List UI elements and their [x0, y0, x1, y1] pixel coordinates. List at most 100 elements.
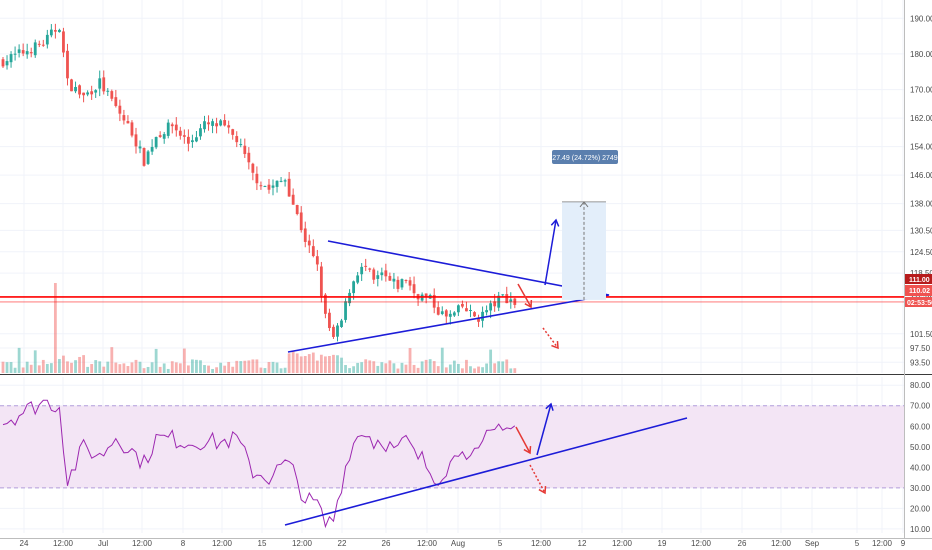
- candle-body: [259, 185, 263, 187]
- volume-bar: [203, 365, 206, 373]
- arrow-up-rsi-head: [545, 402, 554, 411]
- candle-body: [207, 122, 210, 125]
- candle-body: [243, 145, 247, 155]
- volume-bar: [25, 361, 29, 373]
- volume-bar: [279, 368, 283, 373]
- candle-body: [98, 78, 102, 89]
- volume-bar: [315, 360, 319, 373]
- volume-bar: [356, 362, 360, 373]
- volume-bar: [493, 363, 497, 373]
- candle-body: [235, 136, 239, 143]
- time-tick-label: 5: [855, 539, 860, 548]
- volume-bar: [332, 354, 335, 373]
- candle-body: [489, 303, 493, 311]
- candle-body: [70, 79, 73, 92]
- rsi-trendline: [284, 417, 688, 526]
- time-tick-label: 26: [382, 539, 391, 548]
- volume-bar: [247, 360, 251, 373]
- volume-bar: [263, 368, 267, 373]
- candle-body: [263, 186, 267, 188]
- candle-body: [481, 311, 484, 321]
- volume-bar: [223, 365, 227, 373]
- candle-body: [174, 124, 178, 131]
- time-tick-label: 8: [181, 539, 186, 548]
- volume-bar: [328, 356, 331, 373]
- candle-body: [114, 97, 118, 106]
- volume-bar: [146, 366, 150, 373]
- candles: [1, 23, 517, 342]
- volume-bar: [243, 360, 247, 373]
- price-axis[interactable]: 190.00 180.00 170.00 162.00 154.00 146.00 138.…: [910, 14, 932, 534]
- rsi-tick-label: 20.00: [910, 504, 931, 513]
- volume-bar: [295, 353, 299, 373]
- volume-bar: [251, 359, 255, 373]
- volume-bar: [461, 368, 464, 373]
- drawings[interactable]: 27.49 (24.72%) 2749: [0, 150, 904, 526]
- candle-body: [344, 301, 347, 320]
- candle-body: [336, 325, 339, 337]
- arrow-down-rsi-head: [523, 445, 532, 455]
- time-axis[interactable]: 24 12:00 Jul 12:00 8 12:00 15 12:00 22 26 12:00 Aug…: [20, 539, 906, 548]
- candle-body: [364, 265, 368, 267]
- volume-bar: [106, 361, 110, 373]
- price-tick-label: 154.00: [910, 143, 932, 152]
- volume-bar: [497, 361, 501, 373]
- volume-bar: [215, 367, 218, 373]
- volume-bar: [473, 368, 476, 373]
- candle-body: [9, 54, 13, 63]
- volume-bar: [456, 363, 460, 373]
- candle-body: [452, 312, 456, 316]
- time-tick-label: 26: [738, 539, 747, 548]
- volume-bar: [17, 347, 21, 373]
- candle-body: [158, 135, 162, 137]
- candle-body: [436, 307, 440, 315]
- candle-body: [328, 312, 331, 329]
- candle-body: [477, 317, 480, 322]
- price-tick-label: 93.50: [910, 358, 931, 367]
- candle-body: [13, 53, 17, 55]
- volume-bar: [400, 362, 404, 373]
- volume-bar: [392, 363, 396, 373]
- volume-bar: [174, 362, 178, 373]
- volume-bar: [166, 368, 170, 373]
- measure-label-bg: [552, 150, 618, 164]
- candle-body: [62, 31, 65, 53]
- arrow-up-price-head: [550, 218, 560, 227]
- volume-bar: [444, 367, 448, 373]
- volume-bar: [110, 347, 114, 373]
- volume-bar: [255, 359, 259, 373]
- candle-body: [191, 140, 194, 143]
- volume-bar: [344, 365, 347, 373]
- volume-bar: [408, 348, 412, 373]
- candle-body: [239, 144, 243, 146]
- measure-label: 27.49 (24.72%) 2749: [552, 155, 617, 162]
- volume-bar: [195, 359, 198, 373]
- volume-bar: [283, 367, 287, 373]
- rsi-band: [0, 405, 904, 488]
- arrow-down-dotted-price-head: [551, 340, 559, 350]
- price-tick-label: 170.00: [910, 86, 932, 95]
- last-price-tag: 110.02: [909, 288, 930, 295]
- time-tick-label: 5: [498, 539, 503, 548]
- time-tick-label: 12:00: [53, 539, 74, 548]
- volume-bar: [37, 365, 41, 373]
- candle-body: [178, 130, 182, 136]
- volume-bar: [49, 363, 53, 373]
- time-tick-label: 24: [20, 539, 29, 548]
- volume-bar: [291, 351, 295, 373]
- rsi-tick-label: 60.00: [910, 422, 931, 431]
- volume-bar: [380, 362, 384, 373]
- candle-body: [33, 42, 37, 56]
- candle-body: [1, 59, 5, 67]
- candle-body: [448, 313, 452, 317]
- price-tick-label: 97.50: [910, 344, 931, 353]
- volume-bar: [178, 363, 182, 373]
- time-tick-label: 12:00: [872, 539, 893, 548]
- countdown-tag: 02:53:56: [907, 300, 932, 307]
- candle-body: [303, 228, 307, 242]
- time-tick-label: 12:00: [212, 539, 233, 548]
- candle-body: [94, 90, 98, 93]
- candle-body: [118, 105, 122, 114]
